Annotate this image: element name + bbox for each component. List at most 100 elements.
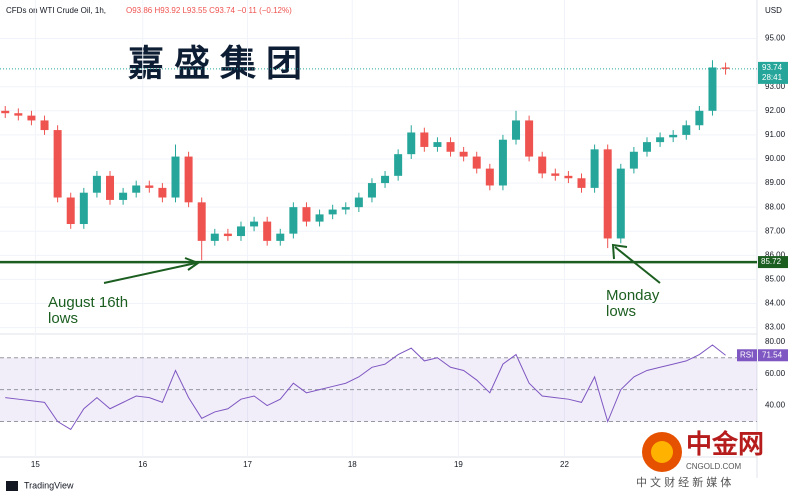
rsi-line xyxy=(5,344,726,431)
candle-body xyxy=(302,207,311,222)
rsi-name: RSI xyxy=(740,350,753,359)
candle-body xyxy=(184,156,193,203)
arrow-head xyxy=(611,243,628,260)
candle-body xyxy=(250,221,259,227)
candle-body xyxy=(433,142,442,147)
candle-body xyxy=(551,173,560,176)
y-tick-label: 87.00 xyxy=(765,226,786,235)
y-tick-label: 90.00 xyxy=(765,154,786,163)
candle-body xyxy=(512,120,521,140)
candle-body xyxy=(394,154,403,176)
candle-body xyxy=(629,151,638,169)
x-tick-label: 17 xyxy=(243,460,252,469)
y-tick-label: 84.00 xyxy=(765,299,786,308)
candle-body xyxy=(656,137,665,143)
rsi-name-box xyxy=(737,349,757,362)
candle-body xyxy=(315,214,324,222)
candle-body xyxy=(708,67,717,111)
candle-body xyxy=(79,192,88,225)
last-price-label: 93.74 xyxy=(762,63,783,72)
last-price-box xyxy=(758,61,788,84)
candle-body xyxy=(106,175,115,200)
arrow xyxy=(614,246,661,284)
x-tick-label: 15 xyxy=(31,460,40,469)
candle-body xyxy=(420,132,429,147)
y-tick-label: 83.00 xyxy=(765,323,786,332)
candle-body xyxy=(669,134,678,138)
candle-body xyxy=(119,192,128,200)
annotation: Monday lows xyxy=(606,287,660,320)
candle-body xyxy=(354,197,363,208)
candle-body xyxy=(616,168,625,239)
candle-body xyxy=(590,149,599,188)
y-tick-label: 89.00 xyxy=(765,178,786,187)
rsi-value: 71.54 xyxy=(762,350,783,359)
candle-body xyxy=(472,156,481,169)
candle-body xyxy=(92,175,101,193)
candle-body xyxy=(223,233,232,237)
candle-body xyxy=(407,132,416,155)
candle-body xyxy=(525,120,534,157)
y-tick-label: 85.00 xyxy=(765,275,786,284)
candle-body xyxy=(289,207,298,234)
candle-body xyxy=(276,233,285,241)
y-tick-label: 86.00 xyxy=(765,250,786,259)
candle-body xyxy=(498,139,507,186)
arrow-head xyxy=(184,257,201,271)
candle-body xyxy=(459,151,468,157)
candle-body xyxy=(53,130,62,198)
ohlc: O93.86 H93.92 L93.55 C93.74 −0.11 (−0.12… xyxy=(126,6,292,15)
candle-body xyxy=(642,142,651,152)
candle-body xyxy=(197,202,206,241)
x-tick-label: 22 xyxy=(560,460,569,469)
candle-body xyxy=(577,178,586,188)
support-box xyxy=(758,256,788,269)
candle-body xyxy=(158,187,167,198)
brand: TradingView xyxy=(24,480,74,490)
candle-body xyxy=(721,67,730,69)
x-tick-label: 18 xyxy=(348,460,357,469)
candle-body xyxy=(485,168,494,186)
candle-body xyxy=(1,110,10,114)
candle-body xyxy=(381,175,390,184)
candle-body xyxy=(695,110,704,126)
rsi-value-box xyxy=(758,349,788,362)
y-tick-label: 91.00 xyxy=(765,130,786,139)
candle-body xyxy=(328,209,337,215)
candle-body xyxy=(171,156,180,198)
y-tick-label: 93.00 xyxy=(765,82,786,91)
candle-body xyxy=(236,226,245,237)
x-tick-label: 16 xyxy=(138,460,147,469)
annotation: August 16th lows xyxy=(48,294,128,327)
candle-body xyxy=(132,185,141,193)
y-tick-label: 88.00 xyxy=(765,202,786,211)
brand-icon xyxy=(6,481,18,491)
annotation-arrows xyxy=(103,243,661,284)
candle-body xyxy=(210,233,219,241)
symbol: CFDs on WTI Crude Oil, 1h, xyxy=(6,6,106,15)
candle-body xyxy=(682,125,691,135)
logo-url: CNGOLD.COM xyxy=(686,462,741,471)
y-tick-label: 95.00 xyxy=(765,34,786,43)
candle-body xyxy=(263,221,272,241)
logo: 中金网 xyxy=(686,429,764,459)
candle-body xyxy=(564,175,573,179)
watermark: 嘉 盛 集 团 xyxy=(128,43,302,84)
arrow xyxy=(103,262,197,284)
candle-body xyxy=(446,142,455,152)
candle-body xyxy=(66,197,75,225)
candle-body xyxy=(341,207,350,210)
x-tick-label: 19 xyxy=(454,460,463,469)
logo-icon-inner xyxy=(651,441,673,463)
candle-body xyxy=(603,149,612,239)
support-label: 85.72 xyxy=(761,257,782,266)
currency: USD xyxy=(765,6,782,15)
countdown: 28:41 xyxy=(762,73,783,82)
rsi-tick-label: 80.00 xyxy=(765,337,786,346)
candle-body xyxy=(367,183,376,198)
candle-body xyxy=(14,113,23,116)
candle-body xyxy=(145,185,154,188)
rsi-tick-label: 40.00 xyxy=(765,401,786,410)
